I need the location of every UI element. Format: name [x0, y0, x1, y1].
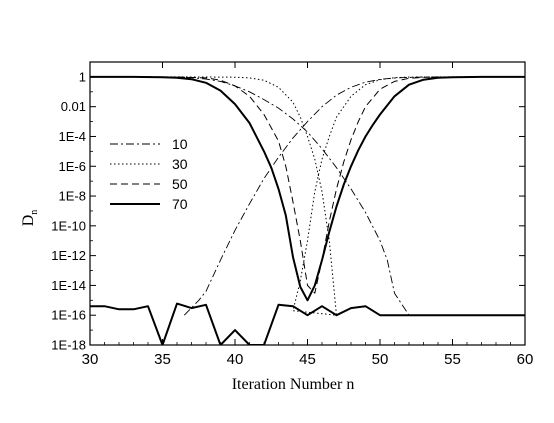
y-tick-label: 1: [79, 69, 86, 84]
series-line-50: [90, 76, 525, 294]
series-line-10: [90, 76, 525, 316]
y-tick-label: 1E-10: [51, 218, 86, 233]
y-axis-title: Dn: [20, 210, 40, 227]
series-group: [90, 75, 525, 345]
series-line-70: [90, 75, 525, 302]
series-line-10-rise: [183, 76, 525, 316]
y-tick-label: 1E-14: [51, 278, 86, 293]
y-tick-label: 1E-8: [59, 189, 86, 204]
series-line-30: [90, 76, 525, 316]
x-tick-label: 30: [82, 351, 99, 368]
y-axis-title-sub: n: [29, 210, 40, 215]
y-tick-label: 1E-18: [51, 338, 86, 353]
x-tick-label: 60: [517, 351, 534, 368]
ticks-group: 30 35 40 45 50 55 60 1 0.01 1E-4 1E-6 1E-8 1E-10 1E-1…: [51, 62, 533, 368]
series-line-70-noise: [90, 302, 525, 345]
x-tick-label: 45: [299, 351, 316, 368]
y-tick-label: 1E-12: [51, 248, 86, 263]
legend-label-70: 70: [172, 196, 188, 212]
x-axis-title: Iteration Number n: [232, 376, 355, 393]
x-tick-label: 35: [154, 351, 171, 368]
x-tick-label: 40: [227, 351, 244, 368]
legend: 10 30 50 70: [110, 136, 188, 212]
y-axis-title-main: D: [20, 215, 37, 227]
x-tick-label: 50: [372, 351, 389, 368]
legend-label-10: 10: [172, 136, 188, 152]
y-tick-label: 1E-16: [51, 308, 86, 323]
y-tick-label: 0.01: [61, 99, 86, 114]
y-tick-label: 1E-4: [59, 129, 86, 144]
y-tick-label: 1E-6: [59, 159, 86, 174]
legend-label-30: 30: [172, 156, 188, 172]
legend-label-50: 50: [172, 176, 188, 192]
x-tick-label: 55: [444, 351, 461, 368]
